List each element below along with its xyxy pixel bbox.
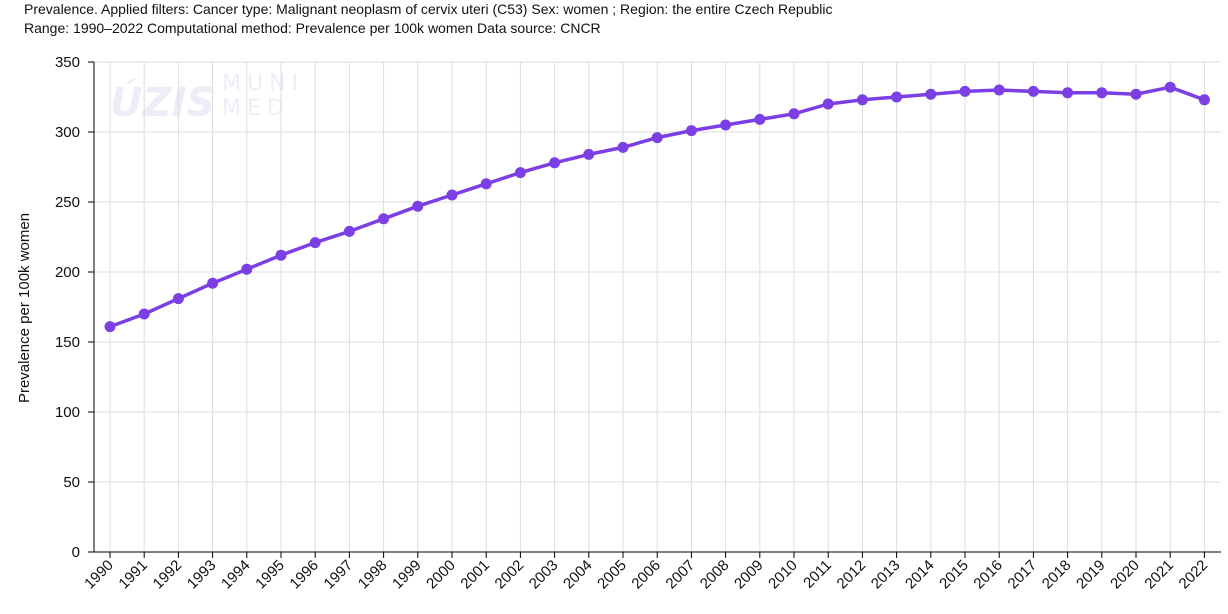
- x-tick-label: 2003: [526, 557, 562, 593]
- x-tick-label: 2015: [936, 557, 972, 593]
- x-tick-label: 2017: [1005, 557, 1041, 593]
- y-tick-label: 200: [55, 264, 80, 281]
- data-point: [685, 125, 697, 137]
- x-tick-label: 2005: [594, 557, 630, 593]
- data-point: [480, 178, 492, 190]
- x-tick-label: 2022: [1176, 557, 1212, 593]
- data-point: [720, 119, 732, 131]
- data-point: [514, 167, 526, 179]
- chart-header: Prevalence. Applied filters: Cancer type…: [24, 0, 833, 38]
- x-tick-label: 1993: [184, 557, 220, 593]
- data-point: [651, 132, 663, 144]
- x-tick-label: 1998: [355, 557, 391, 593]
- data-point: [172, 293, 184, 305]
- x-tick-label: 1994: [218, 557, 254, 593]
- data-point: [993, 84, 1005, 96]
- data-point: [343, 225, 355, 237]
- header-line-2: Range: 1990–2022 Computational method: P…: [24, 20, 601, 36]
- y-tick-label: 0: [72, 544, 80, 561]
- data-point: [1027, 85, 1039, 97]
- x-tick-label: 1995: [252, 557, 288, 593]
- data-point: [617, 141, 629, 153]
- data-point: [1198, 94, 1210, 106]
- data-point: [446, 189, 458, 201]
- x-tick-label: 1991: [115, 557, 151, 593]
- x-tick-label: 2007: [663, 557, 699, 593]
- uzis-logo: ÚZIS: [110, 78, 215, 126]
- data-point: [138, 308, 150, 320]
- data-point: [207, 277, 219, 289]
- y-tick-label: 300: [55, 124, 80, 141]
- data-point: [1130, 88, 1142, 100]
- data-point: [1164, 81, 1176, 93]
- y-tick-label: 50: [63, 474, 80, 491]
- x-tick-label: 2021: [1141, 557, 1177, 593]
- data-point: [583, 148, 595, 160]
- data-point: [309, 237, 321, 249]
- x-tick-label: 2009: [731, 557, 767, 593]
- data-point: [241, 263, 253, 275]
- data-point: [959, 85, 971, 97]
- data-point: [275, 249, 287, 261]
- y-tick-labels: 0 50 100 150 200 250 300 350: [55, 54, 94, 561]
- data-point: [754, 113, 766, 125]
- data-point: [1096, 87, 1108, 99]
- x-tick-label: 2006: [628, 557, 664, 593]
- x-tick-label: 1992: [150, 557, 186, 593]
- data-point: [856, 94, 868, 106]
- data-point: [891, 91, 903, 103]
- data-point: [104, 321, 116, 333]
- data-point: [822, 98, 834, 110]
- x-tick-label: 2004: [560, 557, 596, 593]
- x-tick-label: 2011: [800, 557, 835, 592]
- watermark: ÚZIS MUNI MED: [110, 71, 304, 126]
- x-tick-labels: 1990199119921993199419951996199719981999…: [81, 552, 1211, 592]
- x-tick-label: 1990: [81, 557, 117, 593]
- data-point: [925, 88, 937, 100]
- x-tick-label: 2010: [765, 557, 801, 593]
- x-tick-label: 2016: [970, 557, 1006, 593]
- x-tick-label: 2000: [423, 557, 459, 593]
- x-tick-label: 1997: [321, 557, 357, 593]
- y-axis-label: Prevalence per 100k women: [16, 213, 33, 403]
- data-point: [549, 157, 561, 169]
- data-point: [788, 108, 800, 120]
- y-tick-label: 150: [55, 334, 80, 351]
- x-tick-label: 2014: [902, 557, 938, 593]
- y-tick-label: 350: [55, 54, 80, 71]
- data-point: [412, 200, 424, 212]
- header-line-1: Prevalence. Applied filters: Cancer type…: [24, 1, 833, 17]
- x-tick-label: 2001: [457, 557, 493, 593]
- y-tick-label: 100: [55, 404, 80, 421]
- muni-logo-top: MUNI: [222, 71, 304, 96]
- x-tick-label: 2013: [868, 557, 904, 593]
- muni-logo-bottom: MED: [222, 96, 290, 121]
- x-tick-label: 1996: [286, 557, 322, 593]
- x-tick-label: 2018: [1039, 557, 1075, 593]
- x-tick-label: 1999: [389, 557, 425, 593]
- data-points: [104, 81, 1210, 333]
- x-tick-label: 2002: [492, 557, 528, 593]
- data-point: [1062, 87, 1074, 99]
- data-point: [378, 213, 390, 225]
- y-tick-label: 250: [55, 194, 80, 211]
- x-tick-label: 2020: [1107, 557, 1143, 593]
- x-tick-label: 2019: [1073, 557, 1109, 593]
- x-tick-label: 2008: [697, 557, 733, 593]
- grid: [94, 61, 1221, 553]
- x-tick-label: 2012: [834, 557, 870, 593]
